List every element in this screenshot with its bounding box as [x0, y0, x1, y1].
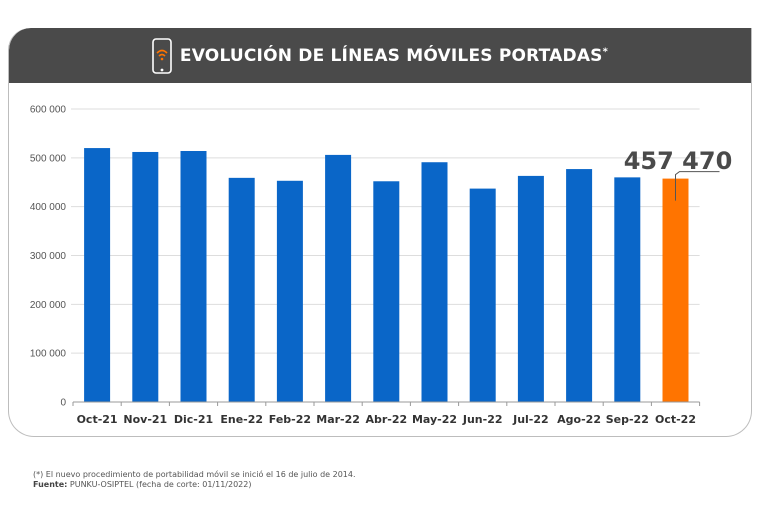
bar-nov-21 [132, 151, 159, 402]
bar-abr-22 [373, 181, 400, 402]
chart-title: EVOLUCIÓN DE LÍNEAS MÓVILES PORTADAS* [179, 45, 609, 66]
footnote: (*) El nuevo procedimiento de portabilid… [33, 470, 356, 490]
annotation-value: 457 470 [624, 147, 733, 175]
y-tick-label: 600 000 [30, 105, 67, 116]
x-tick-label: Jun-22 [462, 413, 503, 426]
y-tick-label: 0 [60, 398, 66, 409]
x-tick-label: Sep-22 [606, 413, 649, 426]
y-tick-label: 500 000 [30, 153, 67, 164]
x-tick-label: Oct-22 [655, 413, 696, 426]
bar-ene-22 [228, 177, 255, 402]
y-tick-label: 200 000 [30, 300, 67, 311]
y-tick-label: 400 000 [30, 202, 67, 213]
x-tick-label: May-22 [412, 413, 457, 426]
bar-oct-22 [662, 178, 689, 402]
y-tick-label: 100 000 [30, 349, 67, 360]
footnote-source: Fuente: PUNKU-OSIPTEL (fecha de corte: 0… [33, 480, 252, 489]
bar-dic-21 [180, 150, 207, 402]
y-tick-label: 300 000 [30, 251, 67, 262]
bar-ago-22 [566, 169, 593, 402]
bar-feb-22 [276, 180, 303, 402]
x-tick-label: Ene-22 [220, 413, 263, 426]
bar-oct-21 [84, 148, 111, 402]
x-tick-label: Ago-22 [557, 413, 601, 426]
bar-jul-22 [517, 175, 544, 402]
x-tick-label: Jul-22 [512, 413, 549, 426]
annotation-leader-line [675, 171, 720, 201]
bar-may-22 [421, 162, 448, 402]
bar-jun-22 [469, 188, 496, 402]
x-tick-label: Feb-22 [269, 413, 311, 426]
x-tick-label: Nov-21 [123, 413, 167, 426]
x-tick-label: Mar-22 [316, 413, 360, 426]
x-tick-label: Dic-21 [174, 413, 213, 426]
bar-sep-22 [614, 177, 641, 402]
bar-mar-22 [325, 154, 352, 402]
smartphone-wifi-icon [152, 37, 172, 74]
chart-header: EVOLUCIÓN DE LÍNEAS MÓVILES PORTADAS* [9, 28, 751, 83]
x-tick-label: Abr-22 [365, 413, 407, 426]
x-tick-label: Oct-21 [77, 413, 118, 426]
footnote-note: (*) El nuevo procedimiento de portabilid… [33, 470, 356, 479]
